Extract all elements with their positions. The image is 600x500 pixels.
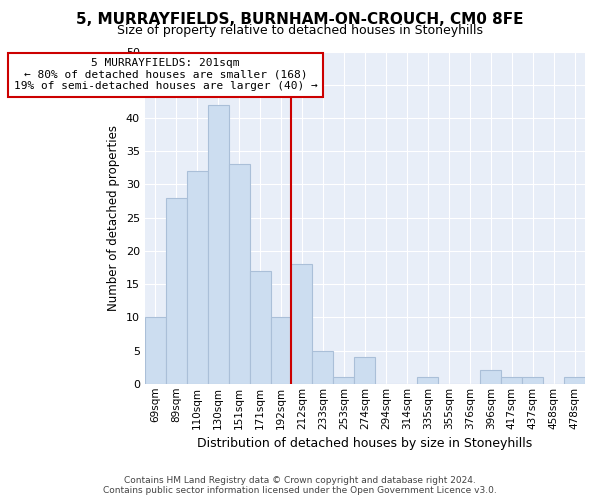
Bar [522, 377, 543, 384]
X-axis label: Distribution of detached houses by size in Stoneyhills: Distribution of detached houses by size … [197, 437, 532, 450]
Text: 5 MURRAYFIELDS: 201sqm
← 80% of detached houses are smaller (168)
19% of semi-de: 5 MURRAYFIELDS: 201sqm ← 80% of detached… [14, 58, 317, 92]
Bar [313, 350, 334, 384]
Bar [334, 377, 355, 384]
Bar [187, 171, 208, 384]
Text: 5, MURRAYFIELDS, BURNHAM-ON-CROUCH, CM0 8FE: 5, MURRAYFIELDS, BURNHAM-ON-CROUCH, CM0 … [76, 12, 524, 28]
Bar [229, 164, 250, 384]
Bar [501, 377, 522, 384]
Text: Contains HM Land Registry data © Crown copyright and database right 2024.
Contai: Contains HM Land Registry data © Crown c… [103, 476, 497, 495]
Bar [355, 357, 376, 384]
Bar [564, 377, 585, 384]
Bar [208, 104, 229, 384]
Bar [271, 318, 292, 384]
Bar [145, 318, 166, 384]
Bar [417, 377, 438, 384]
Bar [292, 264, 313, 384]
Text: Size of property relative to detached houses in Stoneyhills: Size of property relative to detached ho… [117, 24, 483, 37]
Y-axis label: Number of detached properties: Number of detached properties [107, 124, 120, 310]
Bar [480, 370, 501, 384]
Bar [250, 271, 271, 384]
Bar [166, 198, 187, 384]
